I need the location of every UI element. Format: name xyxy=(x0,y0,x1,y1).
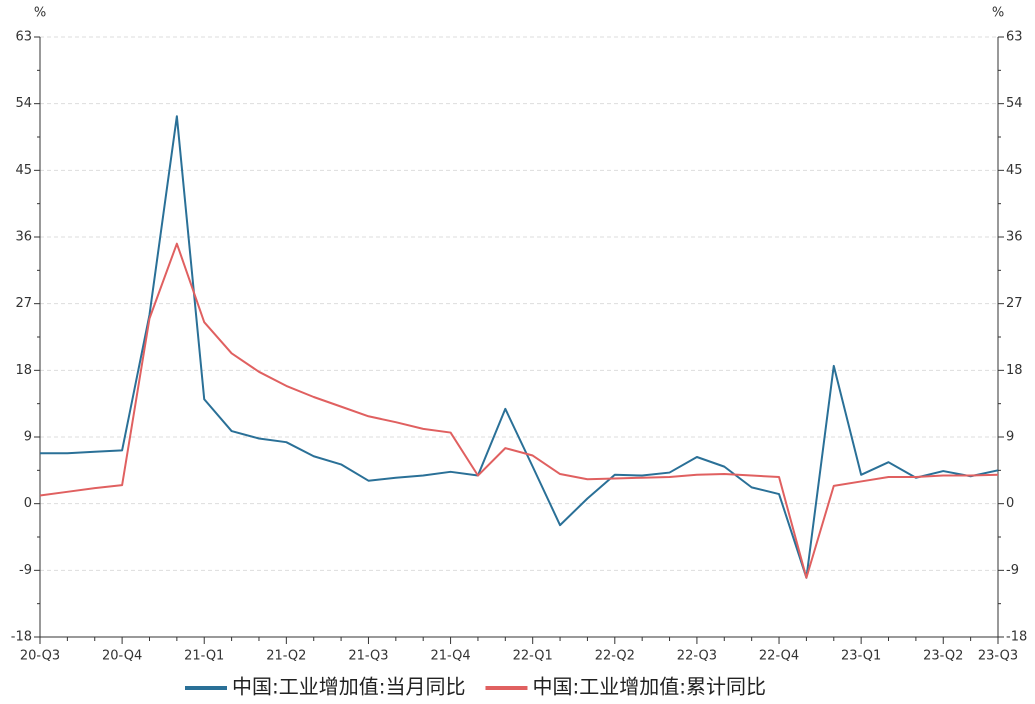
y-tick-label: 54 xyxy=(15,96,32,111)
y-tick-label: 0 xyxy=(24,496,32,511)
x-tick-label: 23-Q3 xyxy=(978,649,1018,664)
y-tick-label: 36 xyxy=(15,230,32,245)
y-unit: % xyxy=(34,6,46,21)
y-tick-label: 9 xyxy=(24,430,32,445)
y-tick-label: 63 xyxy=(15,30,32,45)
y2-tick-label: 9 xyxy=(1006,430,1014,445)
x-tick-label: 22-Q2 xyxy=(595,649,635,664)
x-tick-label: 21-Q1 xyxy=(184,649,224,664)
y2-tick-label: -18 xyxy=(1006,630,1027,645)
y2-tick-label: 63 xyxy=(1006,30,1023,45)
y2-tick-label: 54 xyxy=(1006,96,1023,111)
x-tick-label: 20-Q4 xyxy=(102,649,142,664)
y2-tick-label: 27 xyxy=(1006,296,1023,311)
x-tick-label: 23-Q2 xyxy=(923,649,963,664)
x-tick-label: 21-Q4 xyxy=(430,649,470,664)
y-tick-label: -9 xyxy=(19,563,32,578)
y-tick-label: 27 xyxy=(15,296,32,311)
x-tick-label: 22-Q1 xyxy=(513,649,553,664)
y2-unit: % xyxy=(992,6,1004,21)
y2-tick-label: 18 xyxy=(1006,363,1023,378)
legend-label: 中国:工业增加值:累计同比 xyxy=(532,675,765,699)
x-tick-label: 21-Q3 xyxy=(348,649,388,664)
x-tick-label: 22-Q4 xyxy=(759,649,799,664)
y2-tick-label: 45 xyxy=(1006,163,1023,178)
series-line xyxy=(40,115,999,579)
y-tick-label: 45 xyxy=(15,163,32,178)
x-tick-label: 23-Q1 xyxy=(841,649,881,664)
y2-tick-label: 0 xyxy=(1006,496,1014,511)
series-line xyxy=(39,242,999,579)
y2-tick-label: -9 xyxy=(1006,563,1019,578)
y2-tick-label: 36 xyxy=(1006,230,1023,245)
y-tick-label: -18 xyxy=(11,630,32,645)
legend-label: 中国:工业增加值:当月同比 xyxy=(232,675,465,699)
y-tick-label: 18 xyxy=(15,363,32,378)
x-tick-label: 20-Q3 xyxy=(20,649,60,664)
x-tick-label: 21-Q2 xyxy=(266,649,306,664)
x-tick-label: 22-Q3 xyxy=(677,649,717,664)
